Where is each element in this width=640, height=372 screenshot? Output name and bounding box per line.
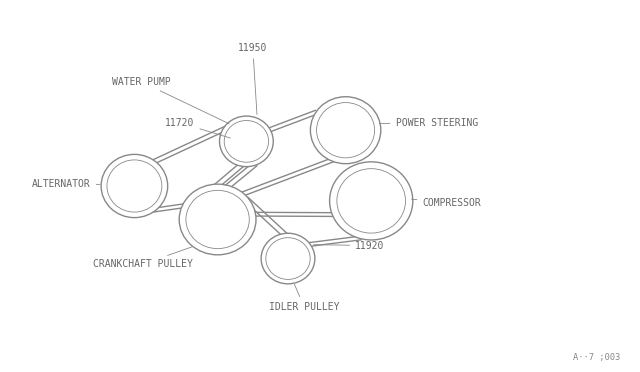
Text: CRANKCHAFT PULLEY: CRANKCHAFT PULLEY bbox=[93, 247, 193, 269]
Ellipse shape bbox=[317, 103, 374, 158]
Text: IDLER PULLEY: IDLER PULLEY bbox=[269, 284, 339, 312]
Ellipse shape bbox=[261, 233, 315, 284]
Text: 11950: 11950 bbox=[238, 44, 268, 115]
Ellipse shape bbox=[266, 238, 310, 279]
Text: 11720: 11720 bbox=[165, 118, 230, 138]
Text: A··7 ;003: A··7 ;003 bbox=[573, 353, 620, 362]
Ellipse shape bbox=[101, 154, 168, 218]
Ellipse shape bbox=[330, 162, 413, 240]
Ellipse shape bbox=[224, 121, 269, 162]
Text: 11920: 11920 bbox=[314, 241, 385, 250]
Ellipse shape bbox=[337, 169, 406, 233]
Ellipse shape bbox=[179, 184, 256, 255]
Text: POWER STEERING: POWER STEERING bbox=[380, 118, 478, 128]
Ellipse shape bbox=[220, 116, 273, 167]
Ellipse shape bbox=[186, 190, 250, 248]
Text: WATER PUMP: WATER PUMP bbox=[112, 77, 229, 124]
Ellipse shape bbox=[107, 160, 162, 212]
Text: ALTERNATOR: ALTERNATOR bbox=[32, 179, 100, 189]
Ellipse shape bbox=[310, 97, 381, 164]
Text: COMPRESSOR: COMPRESSOR bbox=[412, 198, 481, 208]
